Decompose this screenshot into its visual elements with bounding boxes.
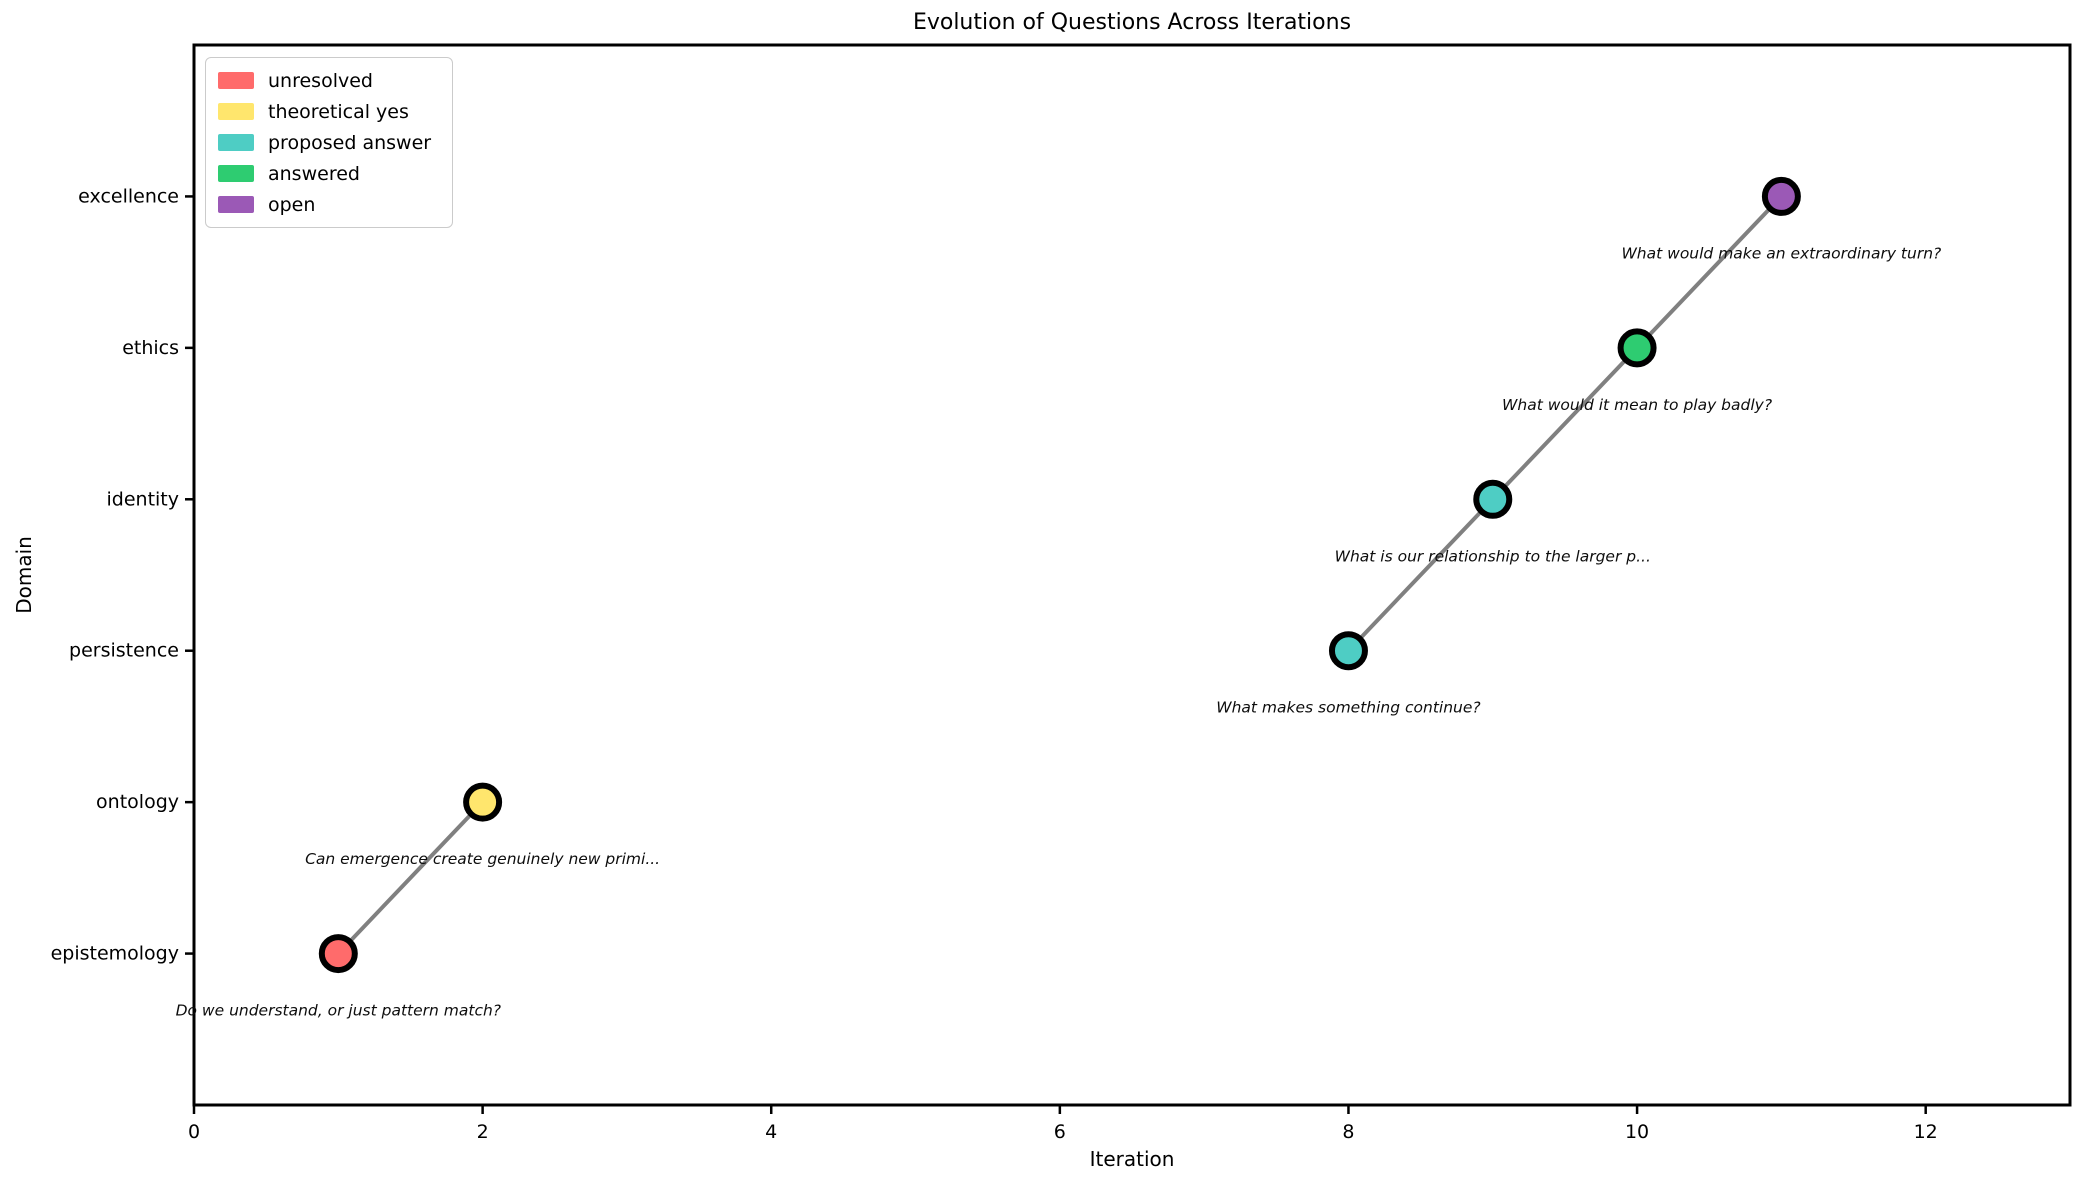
- data-point-ontology: [463, 782, 503, 822]
- connector-line: [336, 800, 485, 956]
- x-tick-label: 2: [477, 1121, 489, 1143]
- x-tick-label: 6: [1054, 1121, 1066, 1143]
- x-axis-label: Iteration: [1089, 1147, 1175, 1171]
- legend-swatch-icon: [218, 165, 254, 182]
- data-point-excellence: [1761, 176, 1801, 216]
- x-tick-label: 4: [765, 1121, 777, 1143]
- legend-item-proposed-answer: proposed answer: [218, 130, 440, 155]
- y-tick-label: identity: [107, 488, 180, 510]
- y-tick-label: excellence: [78, 185, 179, 207]
- legend: unresolved theoretical yes proposed answer…: [205, 57, 453, 228]
- legend-item-theoretical-yes: theoretical yes: [218, 99, 440, 124]
- x-tick-label: 8: [1342, 1121, 1354, 1143]
- x-tick-label: 10: [1625, 1121, 1649, 1143]
- data-point-persistence: [1328, 631, 1368, 671]
- legend-label: theoretical yes: [268, 100, 409, 123]
- annotation-excellence: What would make an extraordinary turn?: [1621, 244, 1941, 262]
- legend-label: proposed answer: [268, 131, 432, 154]
- legend-item-unresolved: unresolved: [218, 68, 440, 93]
- legend-swatch-icon: [218, 103, 254, 120]
- y-tick-label: ethics: [122, 337, 179, 359]
- legend-swatch-icon: [218, 196, 254, 213]
- annotation-ontology: Can emergence create genuinely new primi…: [305, 850, 660, 868]
- data-point-epistemology: [318, 934, 358, 974]
- chart-title: Evolution of Questions Across Iterations: [912, 10, 1352, 35]
- x-tick-label: 0: [188, 1121, 200, 1143]
- annotation-identity: What is our relationship to the larger p…: [1335, 547, 1651, 565]
- legend-label: answered: [268, 162, 360, 185]
- legend-item-open: open: [218, 192, 440, 217]
- legend-label: open: [268, 193, 316, 216]
- annotation-ethics: What would it mean to play badly?: [1502, 396, 1772, 414]
- annotation-epistemology: Do we understand, or just pattern match?: [176, 1002, 501, 1020]
- axes-frame: [192, 43, 2072, 1107]
- y-tick-label: epistemology: [51, 943, 179, 965]
- legend-item-answered: answered: [218, 161, 440, 186]
- y-tick-label: persistence: [69, 640, 179, 662]
- x-tick-label: 12: [1914, 1121, 1938, 1143]
- y-tick-label: ontology: [96, 791, 179, 813]
- connector-line: [1346, 194, 1784, 653]
- annotation-persistence: What makes something continue?: [1216, 699, 1480, 717]
- data-point-ethics: [1617, 328, 1657, 368]
- legend-swatch-icon: [218, 72, 254, 89]
- legend-label: unresolved: [268, 69, 373, 92]
- legend-swatch-icon: [218, 134, 254, 151]
- data-point-identity: [1473, 479, 1513, 519]
